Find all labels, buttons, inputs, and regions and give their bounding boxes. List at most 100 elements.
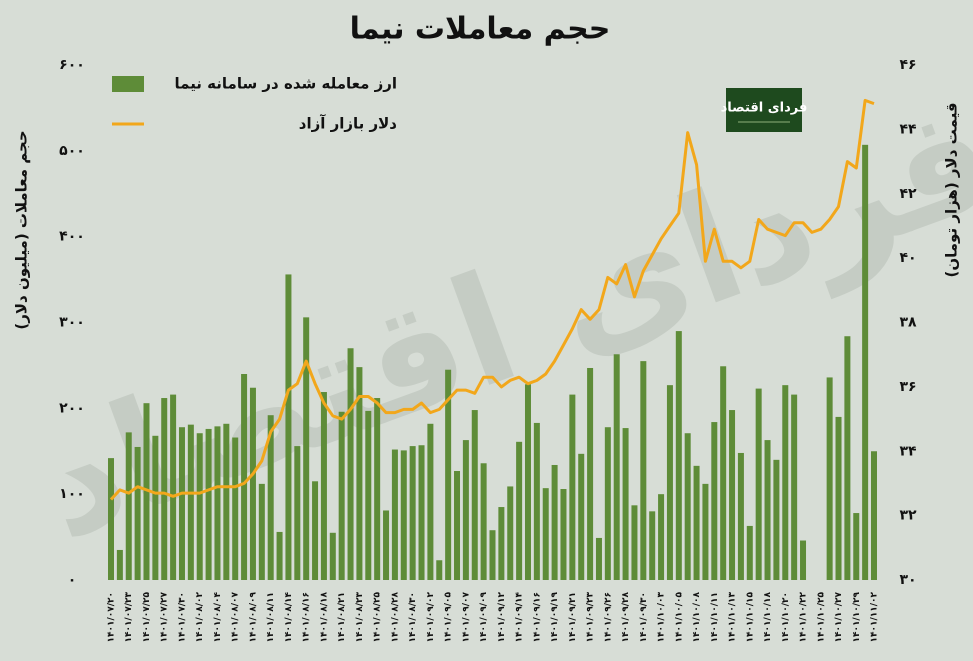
x-tick-label: ۱۴۰۱/۰۷/۳۰: [177, 592, 187, 643]
legend-label: دلار بازار آزاد: [299, 115, 398, 133]
bar: [560, 489, 567, 580]
bar: [258, 483, 265, 580]
bar: [782, 385, 789, 580]
bar: [524, 384, 531, 580]
bar: [711, 422, 718, 580]
x-tick-label: ۱۴۰۱/۰۹/۰۵: [444, 592, 454, 643]
bar: [595, 537, 602, 580]
x-tick-label: ۱۴۰۱/۱۰/۱۱: [710, 592, 720, 643]
legend-swatch: [112, 76, 144, 92]
x-tick-label: ۱۴۰۱/۰۹/۲۱: [568, 592, 578, 643]
y2-tick-label: ۳۸: [899, 315, 917, 331]
bar: [862, 144, 869, 580]
bar: [223, 423, 230, 580]
bar: [471, 410, 478, 580]
bar: [134, 446, 141, 580]
bar: [720, 366, 727, 580]
x-tick-label: ۱۴۰۱/۱۰/۰۸: [692, 592, 702, 643]
x-tick-label: ۱۴۰۱/۱۰/۱۵: [745, 592, 755, 643]
bar: [791, 394, 798, 580]
x-tick-label: ۱۴۰۱/۰۹/۲۶: [603, 592, 613, 643]
bar: [533, 422, 540, 580]
bar: [214, 426, 221, 580]
bar: [454, 470, 461, 580]
bar: [871, 451, 877, 580]
bar: [675, 331, 682, 580]
bar: [365, 410, 372, 580]
bar: [507, 486, 514, 580]
bar: [312, 481, 319, 580]
x-tick-label: ۱۴۰۱/۰۸/۰۷: [231, 592, 241, 643]
x-tick-label: ۱۴۰۱/۰۹/۱۶: [532, 592, 542, 643]
bar: [462, 440, 469, 580]
x-tick-label: ۱۴۰۱/۰۸/۱۸: [319, 592, 329, 643]
bar: [152, 435, 159, 580]
x-tick-label: ۱۴۰۱/۰۹/۱۴: [515, 592, 525, 643]
y-axis-label: حجم معاملات (میلیون دلار): [13, 130, 31, 329]
bar: [693, 465, 700, 580]
bar: [320, 392, 327, 580]
x-tick-label: ۱۴۰۱/۱۰/۲۲: [799, 592, 809, 643]
y2-tick-label: ۴۰: [899, 250, 916, 266]
bar: [347, 348, 354, 580]
bar: [391, 449, 398, 580]
x-tick-label: ۱۴۰۱/۰۸/۱۴: [284, 592, 294, 643]
y2-tick-label: ۳۲: [899, 508, 917, 524]
x-tick-label: ۱۴۰۱/۰۸/۰۲: [195, 592, 205, 643]
x-tick-label: ۱۴۰۱/۰۹/۲۸: [621, 592, 631, 643]
bar: [844, 336, 851, 580]
bar: [249, 387, 256, 580]
bar: [622, 428, 629, 580]
x-tick-label: ۱۴۰۱/۰۹/۳۰: [639, 592, 649, 643]
bar: [729, 410, 736, 580]
legend-label: ارز معامله شده در سامانه نیما: [175, 75, 398, 93]
bar: [241, 374, 248, 580]
bar: [125, 432, 132, 580]
chart-title: حجم معاملات نیما: [350, 12, 611, 47]
bar: [773, 459, 780, 580]
bar: [649, 511, 656, 580]
y2-tick-label: ۴۲: [899, 186, 917, 202]
y-tick-label: ۵۰۰: [59, 143, 85, 159]
x-tick-label: ۱۴۰۱/۰۹/۰۹: [479, 592, 489, 643]
bar: [436, 560, 443, 580]
bar: [143, 403, 150, 580]
y2-tick-label: ۴۴: [899, 121, 917, 137]
bar: [658, 494, 665, 580]
x-tick-label: ۱۴۰۱/۰۸/۰۴: [213, 592, 223, 643]
bar: [374, 398, 381, 580]
x-tick-label: ۱۴۰۱/۰۹/۲۳: [586, 592, 596, 643]
logo: فردای اقتصاد: [721, 101, 808, 116]
x-tick-label: ۱۴۰۱/۱۰/۰۳: [657, 592, 667, 643]
x-tick-label: ۱۴۰۱/۰۸/۲۳: [355, 592, 365, 643]
bar: [445, 369, 452, 580]
x-tick-label: ۱۴۰۱/۱۰/۰۵: [674, 592, 684, 643]
x-tick-label: ۱۴۰۱/۱۰/۲۰: [781, 592, 791, 643]
bar: [853, 513, 860, 580]
x-tick-label: ۱۴۰۱/۰۸/۰۹: [248, 592, 258, 643]
x-tick-label: ۱۴۰۱/۰۸/۳۰: [408, 592, 418, 643]
x-tick-label: ۱۴۰۱/۰۷/۲۰: [107, 592, 117, 643]
x-tick-label: ۱۴۰۱/۰۹/۰۷: [461, 592, 471, 643]
bar: [276, 531, 283, 580]
x-tick-label: ۱۴۰۱/۱۰/۲۹: [852, 592, 862, 643]
bar: [542, 488, 549, 580]
bar: [569, 394, 576, 580]
bar: [737, 452, 744, 580]
bar: [267, 415, 274, 580]
bar: [205, 428, 212, 580]
bar: [285, 274, 292, 580]
bar: [356, 367, 363, 580]
bar: [303, 317, 310, 580]
x-tick-label: ۱۴۰۱/۰۸/۲۵: [373, 592, 383, 643]
y2-tick-label: ۳۶: [899, 379, 916, 395]
bar: [631, 505, 638, 580]
bar: [232, 437, 239, 580]
bar: [826, 377, 833, 580]
bar: [329, 532, 336, 580]
y-tick-label: ۶۰۰: [59, 57, 85, 73]
bar: [755, 388, 762, 580]
x-tick-label: ۱۴۰۱/۱۰/۲۷: [834, 592, 844, 643]
bar: [294, 446, 301, 580]
